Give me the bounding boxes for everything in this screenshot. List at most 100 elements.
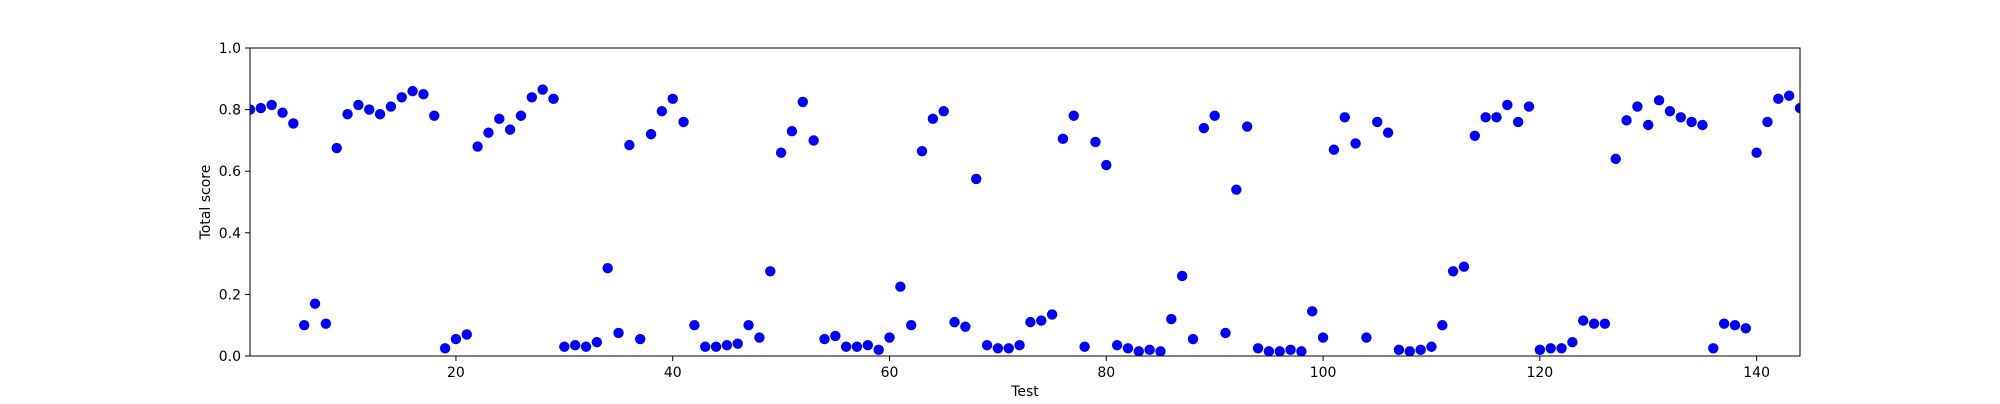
data-point (1610, 153, 1621, 165)
data-point (700, 341, 711, 352)
data-point (1588, 318, 1600, 329)
data-point (374, 109, 386, 120)
data-point (1382, 127, 1394, 138)
data-point (385, 101, 397, 112)
data-point (1783, 90, 1795, 101)
data-point (1220, 327, 1231, 339)
y-tick-label: 0.4 (219, 226, 241, 242)
data-point (1653, 95, 1665, 106)
data-point (1718, 318, 1730, 329)
data-point (808, 135, 819, 146)
data-point (1426, 341, 1437, 352)
data-point (971, 173, 982, 185)
data-point (1274, 346, 1285, 357)
data-point (1361, 332, 1372, 343)
data-point (667, 93, 678, 105)
data-point (1643, 119, 1654, 131)
data-point (1437, 320, 1448, 331)
x-tick-label: 80 (1097, 365, 1115, 381)
data-point (949, 316, 960, 328)
data-point (1458, 261, 1470, 272)
data-point (1372, 116, 1383, 128)
data-point (1242, 121, 1253, 132)
data-point (754, 332, 765, 343)
data-point (591, 336, 603, 348)
data-point (624, 139, 635, 151)
data-point (992, 343, 1004, 354)
data-point (1144, 344, 1155, 356)
data-point (1404, 346, 1415, 357)
data-point (981, 340, 993, 351)
data-point (461, 329, 472, 340)
data-point (1263, 346, 1275, 357)
data-point (905, 320, 917, 331)
data-point (819, 333, 830, 345)
data-point (342, 109, 353, 120)
data-point (1209, 110, 1220, 121)
data-point (1578, 315, 1589, 326)
data-point (1697, 119, 1708, 131)
data-point (1794, 102, 1800, 114)
data-point (721, 340, 733, 351)
x-tick-label: 100 (1310, 365, 1337, 381)
data-point (1502, 99, 1513, 111)
data-point (1664, 105, 1676, 117)
data-point (277, 107, 288, 118)
x-tick-label: 120 (1526, 365, 1553, 381)
data-point (309, 298, 321, 309)
data-point (504, 124, 516, 135)
data-point (916, 145, 928, 157)
data-point (1046, 309, 1058, 320)
data-point (429, 110, 440, 121)
data-point (851, 341, 863, 352)
data-point (288, 118, 299, 129)
data-point (472, 141, 483, 152)
data-point (353, 99, 364, 111)
y-axis-label: Total score (198, 165, 214, 241)
data-point (1415, 344, 1426, 356)
data-point (266, 99, 277, 111)
data-point (1296, 346, 1307, 357)
data-point (364, 104, 375, 115)
data-point (1686, 116, 1697, 128)
data-point (1469, 130, 1481, 141)
data-point (396, 92, 407, 103)
x-axis-label: Test (1010, 384, 1039, 400)
data-point (775, 147, 787, 158)
data-point (1447, 266, 1459, 277)
data-point (1079, 341, 1090, 352)
data-point (884, 332, 895, 343)
data-point (1729, 320, 1741, 331)
data-point (1036, 315, 1047, 326)
data-point (1111, 340, 1123, 351)
data-point (1122, 343, 1134, 354)
data-point (1101, 159, 1112, 171)
data-point (548, 93, 559, 105)
data-point (1621, 115, 1632, 126)
y-tick-label: 0.2 (219, 287, 241, 303)
data-point (678, 116, 689, 128)
data-point (1523, 101, 1535, 112)
data-point (1198, 122, 1210, 134)
data-point (526, 92, 538, 103)
data-point (873, 344, 884, 356)
data-point (1556, 343, 1567, 354)
data-point (840, 341, 852, 352)
data-point (1708, 343, 1719, 354)
plot-area-frame (249, 47, 1801, 357)
data-point (1393, 344, 1405, 356)
data-point (602, 263, 613, 274)
data-point (645, 129, 657, 140)
x-axis-ticks: 20 40 60 80 100 120 140 (447, 356, 1770, 381)
data-point (830, 330, 841, 342)
data-point (580, 341, 592, 352)
data-point (559, 341, 570, 352)
data-point (439, 343, 451, 354)
data-point (515, 110, 527, 121)
data-point (1003, 343, 1014, 354)
data-point (938, 105, 949, 117)
data-point (1480, 112, 1491, 123)
data-point (1632, 101, 1643, 112)
